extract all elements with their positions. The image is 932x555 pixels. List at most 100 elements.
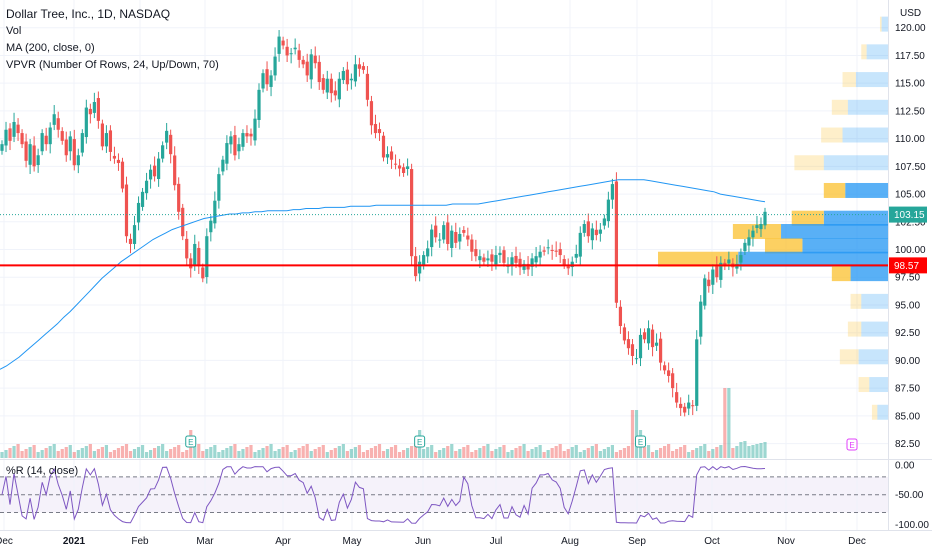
volume-bar (289, 452, 293, 458)
candle-body (197, 247, 201, 267)
volume-bar (711, 449, 715, 458)
volume-bar (646, 445, 651, 458)
candle-body (313, 55, 317, 64)
volume-bar (566, 449, 570, 458)
candle-body (478, 256, 482, 261)
volume-bar (325, 452, 329, 458)
ma-indicator-label[interactable]: MA (200, close, 0) (6, 42, 95, 54)
candle-body (277, 36, 281, 54)
candle-body (401, 167, 406, 173)
volume-bar (245, 447, 249, 458)
y-tick-label: 100.00 (895, 245, 926, 256)
candle-body (422, 255, 426, 266)
symbol-title[interactable]: Dollar Tree, Inc., 1D, NASDAQ (6, 7, 171, 21)
volume-indicator-label[interactable]: Vol (6, 25, 22, 37)
volume-bar (510, 450, 514, 458)
y-tick-label: 97.50 (895, 273, 920, 284)
candle-body (169, 134, 173, 155)
volume-bar (136, 447, 141, 458)
candle-body (124, 184, 129, 237)
candle-body (630, 344, 635, 356)
volume-bar (373, 446, 378, 458)
candle-body (458, 233, 462, 242)
volume-bar (317, 447, 321, 458)
volume-bar (389, 447, 394, 458)
volume-bar (377, 444, 382, 458)
volume-bar (482, 446, 486, 458)
volume-bar (265, 446, 269, 458)
candle-body (610, 184, 614, 200)
volume-bar (405, 448, 410, 458)
candle-body (446, 222, 450, 244)
candle-body (100, 123, 104, 147)
candle-body (309, 54, 313, 80)
volume-bar (606, 447, 610, 458)
candle-body (181, 207, 185, 237)
last-price-tag (889, 206, 927, 223)
upcoming-earnings-glyph: E (849, 441, 854, 450)
candle-body (642, 332, 647, 340)
candle-body (369, 101, 374, 126)
volume-bar (466, 445, 470, 458)
candle-body (397, 165, 402, 169)
volume-bar (148, 450, 153, 458)
candle-body (389, 151, 394, 160)
volume-bar (494, 449, 498, 458)
volume-bar (261, 448, 265, 458)
volume-bar (229, 446, 233, 458)
volume-bar (169, 449, 173, 458)
volume-bar (530, 449, 534, 458)
volume-bar (249, 445, 253, 458)
candle-body (265, 69, 269, 85)
candle-body (530, 258, 534, 267)
williams-r-label[interactable]: %R (14, close) (6, 465, 79, 477)
volume-bar (357, 445, 362, 458)
candle-body (185, 238, 189, 259)
volume-bar (173, 447, 177, 458)
volume-bar (438, 450, 442, 458)
candle-body (466, 235, 470, 240)
y-tick-label: 95.00 (895, 300, 920, 311)
candle-body (0, 144, 4, 151)
candle-body (654, 342, 659, 346)
vpvr-indicator-label[interactable]: VPVR (Number Of Rows, 24, Up/Down, 70) (6, 59, 219, 71)
candle-body (663, 365, 667, 371)
volume-bar (0, 452, 4, 458)
volume-bar (153, 448, 157, 458)
volume-bar (132, 449, 137, 458)
williams-tick-label: 0.00 (895, 461, 915, 472)
candle-body (526, 263, 530, 270)
volume-bar (165, 451, 169, 458)
volume-bar (478, 448, 482, 458)
candle-body (301, 59, 305, 65)
volume-profile-bar (879, 16, 882, 32)
volume-bar (225, 448, 229, 458)
candle-body (650, 329, 655, 348)
x-tick-label: Jul (490, 536, 503, 547)
y-tick-label: 85.00 (895, 411, 920, 422)
candle-body (490, 254, 494, 262)
candle-body (594, 229, 598, 236)
candle-body (634, 358, 639, 360)
volume-profile-bar (855, 72, 888, 88)
candle-body (602, 218, 606, 226)
volume-bar (369, 448, 374, 458)
volume-bar (56, 451, 60, 458)
candle-body (377, 129, 382, 134)
volume-bar (542, 452, 546, 458)
candle-body (715, 265, 719, 278)
candle-body (321, 78, 325, 90)
volume-bar (634, 410, 639, 458)
candle-body (261, 73, 265, 89)
candle-body (562, 259, 566, 266)
volume-bar (213, 445, 217, 458)
volume-bar (707, 451, 711, 458)
candle-body (76, 155, 80, 166)
volume-bar (610, 445, 614, 458)
candle-body (333, 90, 337, 96)
candle-body (538, 251, 542, 258)
candle-body (598, 229, 602, 234)
volume-bar (586, 448, 590, 458)
